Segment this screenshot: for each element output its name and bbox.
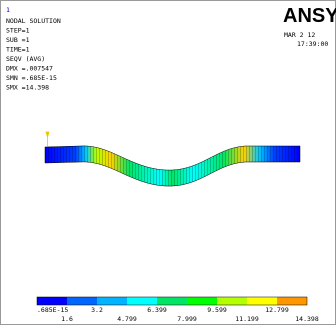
info-line: STEP=1 bbox=[6, 27, 30, 35]
info-line: SEQV (AVG) bbox=[6, 55, 45, 63]
legend-swatch bbox=[157, 297, 187, 305]
legend-swatch bbox=[247, 297, 277, 305]
info-line: NODAL SOLUTION bbox=[6, 17, 61, 25]
legend-label: 4.799 bbox=[117, 315, 137, 323]
legend-label: 14.398 bbox=[295, 315, 319, 323]
legend-label: 12.799 bbox=[265, 306, 289, 314]
legend-swatch bbox=[187, 297, 217, 305]
time: 17:39:00 bbox=[297, 40, 328, 48]
date: MAR 2 12 bbox=[284, 31, 315, 39]
legend-swatch bbox=[127, 297, 157, 305]
legend-swatch bbox=[277, 297, 307, 305]
info-line: SMN =.685E-15 bbox=[6, 74, 57, 82]
info-line: DMX =.007547 bbox=[6, 65, 53, 73]
legend-swatch bbox=[97, 297, 127, 305]
info-line: SUB =1 bbox=[6, 36, 30, 44]
legend-swatch bbox=[67, 297, 97, 305]
legend-label: 6.399 bbox=[147, 306, 167, 314]
legend-label: 1.6 bbox=[61, 315, 73, 323]
logo: ANSYS bbox=[283, 5, 336, 27]
legend-label: .685E-15 bbox=[37, 306, 68, 314]
info-line: TIME=1 bbox=[6, 46, 30, 54]
legend-label: 9.599 bbox=[207, 306, 227, 314]
info-line: SMX =14.398 bbox=[6, 84, 49, 92]
ansys-window: 1 NODAL SOLUTION STEP=1SUB =1 TIME=1SEQV (… bbox=[0, 0, 336, 325]
window-number: 1 bbox=[6, 6, 10, 14]
legend-swatch bbox=[37, 297, 67, 305]
legend-label: 3.2 bbox=[91, 306, 103, 314]
legend-swatch bbox=[217, 297, 247, 305]
legend-label: 11.199 bbox=[235, 315, 259, 323]
legend-label: 7.999 bbox=[177, 315, 197, 323]
